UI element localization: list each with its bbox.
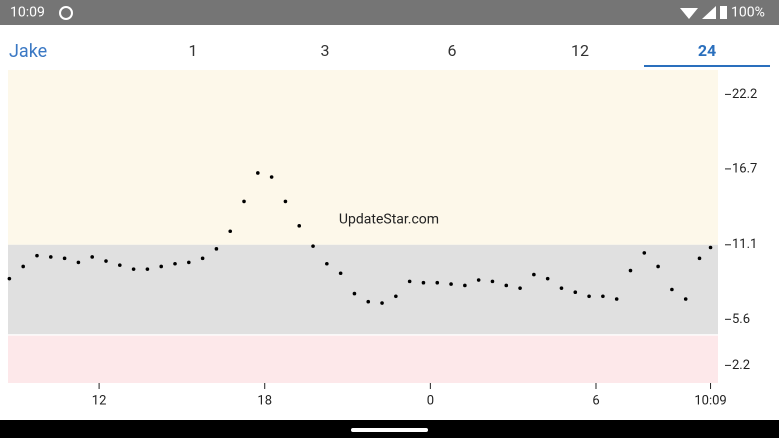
battery-level: 100% bbox=[731, 5, 765, 21]
reading-dot bbox=[269, 175, 274, 179]
range-tab[interactable]: 1 bbox=[189, 41, 198, 60]
reading-dot bbox=[325, 261, 329, 266]
y-tick-label: 5.6 bbox=[732, 312, 750, 327]
battery-icon bbox=[720, 6, 727, 19]
reading-dot bbox=[297, 224, 302, 228]
reading-dot bbox=[48, 255, 53, 259]
reading-dot bbox=[62, 256, 67, 261]
reading-dot bbox=[21, 264, 25, 269]
reading-dot bbox=[283, 199, 288, 204]
chart: UpdateStar.com 22.2 16.7 11.1 5.6 2.2 12 18 0 6 10… bbox=[7, 70, 757, 408]
x-tick-label: 10:09 bbox=[694, 393, 726, 408]
reading-dot bbox=[214, 247, 219, 251]
reading-dot bbox=[642, 251, 647, 255]
reading-dot bbox=[587, 294, 591, 299]
x-tick-label: 12 bbox=[92, 393, 107, 408]
reading-dot bbox=[628, 268, 633, 273]
reading-dot bbox=[118, 263, 122, 267]
reading-dot bbox=[338, 271, 343, 276]
reading-dot bbox=[421, 280, 426, 285]
reading-dot bbox=[173, 261, 177, 266]
reading-dot bbox=[145, 267, 150, 271]
reading-dot bbox=[532, 272, 536, 277]
reading-dot bbox=[504, 283, 509, 288]
reading-dot bbox=[187, 260, 191, 265]
reading-dot bbox=[407, 279, 412, 284]
range-band bbox=[8, 244, 718, 335]
reading-dot bbox=[614, 297, 619, 301]
reading-dot bbox=[683, 297, 688, 301]
range-tab[interactable]: 12 bbox=[571, 41, 589, 60]
profile-name[interactable]: Jake bbox=[9, 41, 47, 62]
reading-dot bbox=[90, 255, 94, 259]
y-tick-label: 11.1 bbox=[732, 237, 757, 252]
reading-dot bbox=[670, 287, 674, 292]
wifi-icon bbox=[680, 8, 698, 19]
x-tick-label: 18 bbox=[257, 393, 272, 408]
reading-dot bbox=[352, 291, 357, 296]
reading-dot bbox=[601, 294, 605, 299]
reading-dot bbox=[697, 256, 702, 261]
reading-dot bbox=[490, 279, 495, 284]
reading-dot bbox=[518, 286, 522, 290]
reading-dot bbox=[35, 253, 39, 258]
status-bar bbox=[0, 0, 779, 25]
y-tick-label: 22.2 bbox=[732, 87, 757, 102]
reading-dot bbox=[708, 245, 713, 250]
reading-dot bbox=[366, 299, 371, 304]
reading-dot bbox=[242, 199, 246, 204]
range-band bbox=[8, 70, 718, 245]
reading-dot bbox=[380, 301, 384, 305]
y-tick-label: 16.7 bbox=[732, 161, 757, 176]
reading-dot bbox=[449, 282, 453, 286]
reading-dot bbox=[228, 229, 233, 234]
status-icon bbox=[59, 6, 73, 20]
reading-dot bbox=[104, 259, 108, 263]
reading-dot bbox=[256, 171, 260, 175]
reading-dot bbox=[573, 290, 578, 295]
reading-dot bbox=[559, 286, 564, 290]
x-tick-label: 6 bbox=[592, 393, 599, 408]
tab-bar: 1 3 6 12 24 bbox=[189, 41, 770, 67]
watermark: UpdateStar.com bbox=[339, 212, 439, 228]
range-tab[interactable]: 24 bbox=[698, 41, 716, 60]
range-tab[interactable]: 6 bbox=[448, 41, 457, 60]
x-tick-label: 0 bbox=[427, 393, 434, 408]
reading-dot bbox=[7, 276, 12, 281]
home-handle[interactable] bbox=[351, 428, 428, 432]
reading-dot bbox=[435, 280, 440, 285]
reading-dot bbox=[159, 264, 164, 269]
signal-icon bbox=[702, 6, 716, 19]
reading-dot bbox=[545, 276, 550, 281]
reading-dot bbox=[200, 256, 205, 261]
reading-dot bbox=[476, 278, 481, 282]
reading-dot bbox=[463, 283, 467, 288]
tab-indicator bbox=[644, 65, 770, 67]
reading-dot bbox=[76, 260, 81, 265]
y-tick-label: 2.2 bbox=[732, 358, 750, 373]
range-tab[interactable]: 3 bbox=[321, 41, 330, 60]
range-band bbox=[8, 335, 718, 383]
reading-dot bbox=[394, 294, 398, 299]
status-time: 10:09 bbox=[10, 5, 45, 21]
reading-dot bbox=[656, 264, 660, 269]
reading-dot bbox=[311, 244, 315, 248]
reading-dot bbox=[131, 267, 136, 271]
